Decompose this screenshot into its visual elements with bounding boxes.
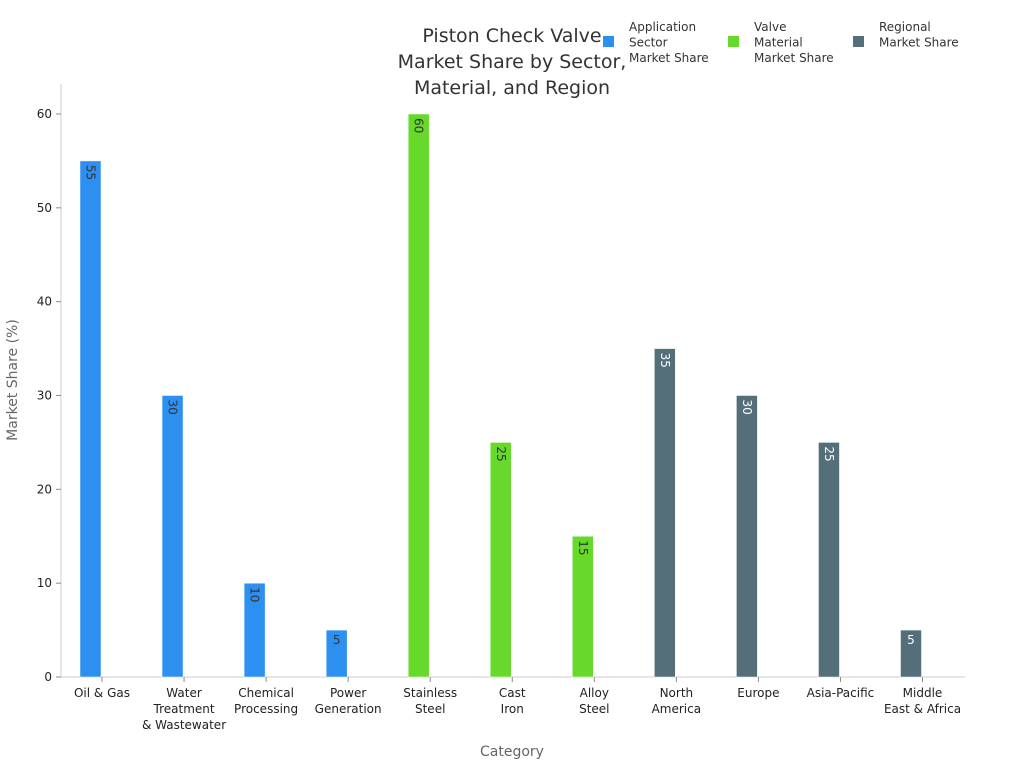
bar <box>736 395 758 678</box>
data-label: 5 <box>907 633 915 647</box>
x-tick-label: Chemical Processing <box>234 686 298 716</box>
data-labels: 55 30 10 5 60 25 15 35 30 25 5 <box>84 118 915 647</box>
bar <box>900 629 922 678</box>
bars <box>79 113 922 678</box>
y-tick-label: 40 <box>37 295 52 309</box>
data-label: 60 <box>412 118 426 133</box>
axes: 0 10 20 30 40 50 60 Oil & Gas Water Treatment & Wa… <box>37 84 965 732</box>
x-tick-label: Europe <box>737 686 779 700</box>
legend-label: Valve Material Market Share <box>754 20 834 65</box>
bar <box>79 160 102 678</box>
legend-label: Application Sector Market Share <box>629 20 709 65</box>
x-axis-title: Category <box>480 744 544 760</box>
y-tick-label: 10 <box>37 576 52 590</box>
data-label: 55 <box>84 165 98 180</box>
x-tick-label: North America <box>652 686 702 716</box>
data-label: 10 <box>248 587 262 602</box>
y-tick-label: 60 <box>37 107 52 121</box>
legend-label: Regional Market Share <box>879 20 959 50</box>
legend: Application Sector Market Share Valve Materi… <box>603 20 959 65</box>
chart-title-text: Piston Check Valve Market Share by Sector… <box>398 25 627 99</box>
data-label: 35 <box>658 353 672 368</box>
bar <box>490 442 512 678</box>
x-tick-label: Water Treatment & Wastewater <box>142 686 226 732</box>
legend-swatch <box>853 36 864 47</box>
legend-swatch <box>603 36 614 47</box>
data-label: 15 <box>576 540 590 555</box>
bar <box>243 582 266 678</box>
x-tick-label: Stainless Steel <box>403 686 457 716</box>
x-tick-label: Middle East & Africa <box>884 686 961 716</box>
data-label: 25 <box>494 446 508 461</box>
bar <box>325 629 348 678</box>
chart-title: Piston Check Valve Market Share by Sector… <box>398 25 627 99</box>
x-tick-label: Power Generation <box>315 686 382 716</box>
legend-swatch <box>728 36 739 47</box>
x-tick-label: Cast Iron <box>499 686 526 716</box>
bar <box>818 442 840 678</box>
y-axis-title: Market Share (%) <box>5 319 21 441</box>
bar <box>407 113 430 678</box>
y-tick-label: 0 <box>44 670 52 684</box>
data-label: 5 <box>333 633 341 647</box>
y-tick-label: 50 <box>37 201 52 215</box>
bar <box>161 395 184 678</box>
data-label: 30 <box>740 400 754 415</box>
x-tick-label: Oil & Gas <box>74 686 130 700</box>
y-tick-label: 20 <box>37 482 52 496</box>
data-label: 30 <box>166 400 180 415</box>
data-label: 25 <box>822 446 836 461</box>
x-tick-label: Asia-Pacific <box>807 686 875 700</box>
x-tick-label: Alloy Steel <box>579 686 609 716</box>
bar <box>572 536 594 678</box>
bar <box>654 348 676 678</box>
y-tick-label: 30 <box>37 389 52 403</box>
